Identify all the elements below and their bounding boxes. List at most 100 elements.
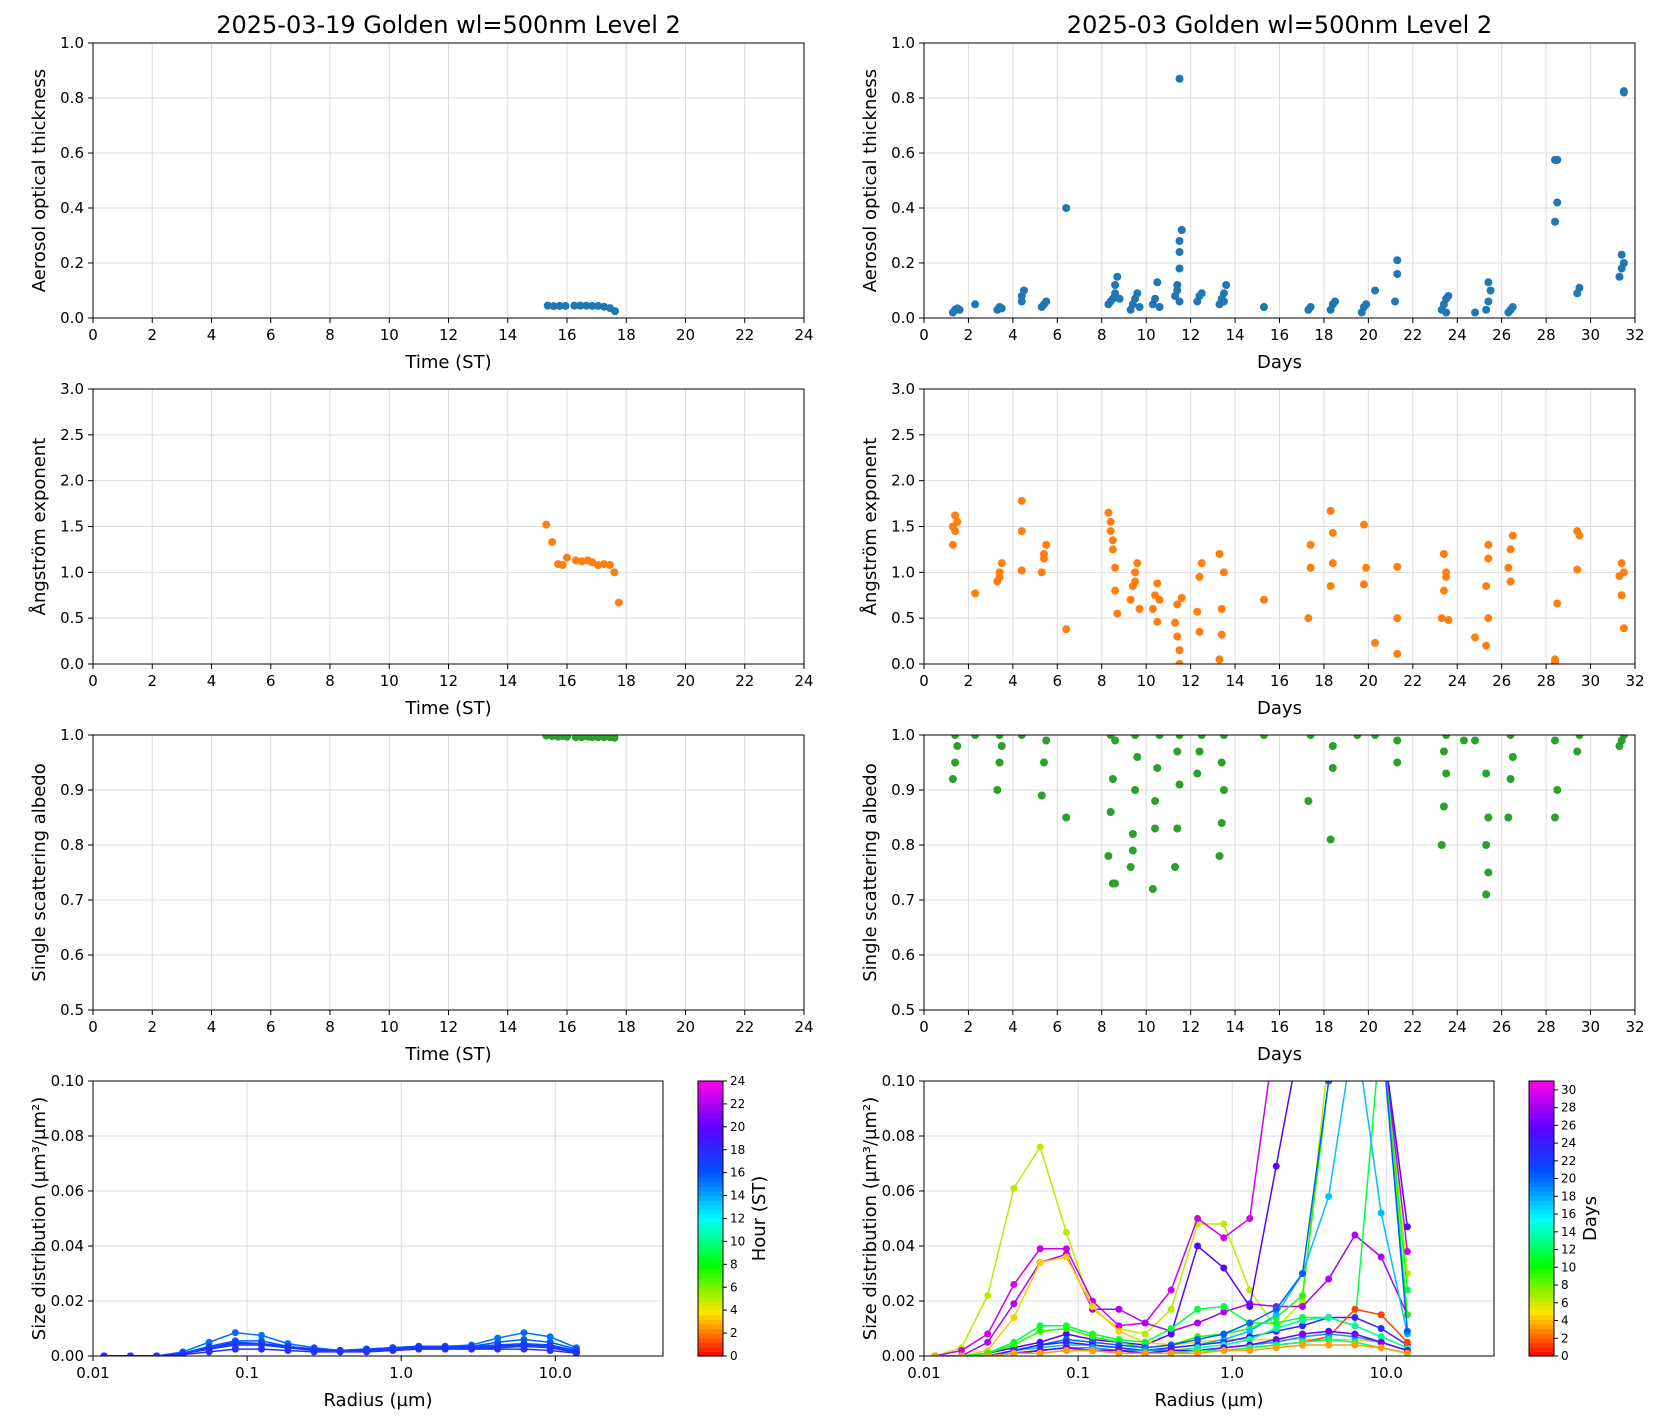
colorbar-step — [698, 1103, 723, 1110]
data-point — [561, 301, 570, 310]
colorbar-step — [698, 1218, 723, 1224]
y-tick-label: 0.00 — [882, 1347, 915, 1365]
colorbar-tick-label: 22 — [730, 1097, 745, 1111]
data-point — [1195, 627, 1204, 636]
colorbar-step — [1529, 1342, 1554, 1348]
x-tick-label: 20 — [676, 672, 695, 690]
data-marks — [948, 735, 1628, 899]
data-point — [1062, 1338, 1070, 1346]
y-axis-label: Size distribution (µm³/µm²) — [860, 1097, 881, 1340]
colorbar-step — [1529, 1250, 1554, 1256]
chart-sd-month: 0.01 0.1 1.0 10.0 0.00 0.02 0.04 0.06 0.08 0.10 Ra… — [860, 1023, 1601, 1411]
data-point — [558, 561, 567, 569]
data-point — [1377, 1253, 1385, 1261]
data-point — [1351, 1023, 1358, 1030]
data-point — [1325, 1314, 1333, 1321]
data-point — [1439, 586, 1448, 595]
data-point — [1551, 813, 1560, 822]
data-point — [1194, 1242, 1202, 1250]
data-point — [1126, 863, 1135, 871]
data-point — [441, 1345, 449, 1353]
x-tick-label: 26 — [1492, 672, 1511, 690]
colorbar-step — [698, 1168, 723, 1174]
data-point — [1437, 614, 1446, 623]
data-point — [594, 561, 603, 569]
data-point — [1471, 308, 1480, 317]
data-point — [1141, 1349, 1149, 1356]
colorbar-step — [1529, 1103, 1554, 1110]
data-point — [389, 1347, 397, 1354]
y-tick-label: 1.0 — [891, 563, 915, 581]
x-tick-label: 2 — [147, 672, 157, 690]
data-point — [1377, 1333, 1385, 1341]
colorbar-step — [698, 1090, 723, 1096]
colorbar-step — [698, 1149, 723, 1155]
data-point — [153, 1352, 161, 1356]
data-point — [1219, 786, 1228, 794]
data-point — [1010, 1341, 1018, 1349]
data-point — [1272, 1325, 1280, 1332]
y-tick-label: 1.5 — [60, 518, 84, 536]
data-point — [1193, 607, 1202, 616]
colorbar-step — [1529, 1333, 1554, 1339]
data-point — [1306, 563, 1315, 572]
colorbar-tick-label: 2 — [730, 1326, 738, 1340]
y-tick-label: 0.7 — [891, 891, 915, 909]
data-point — [1019, 286, 1028, 295]
x-tick-label: 24 — [794, 1018, 813, 1036]
data-point — [1508, 303, 1517, 311]
colorbar-step — [1529, 1163, 1554, 1169]
data-point — [1175, 297, 1184, 306]
x-tick-label: 28 — [1537, 672, 1556, 690]
data-point — [1131, 568, 1140, 577]
colorbar-step — [1529, 1337, 1554, 1343]
x-tick-label: 4 — [1008, 326, 1018, 344]
colorbar-step — [698, 1250, 723, 1256]
data-point — [1484, 868, 1493, 877]
data-marks — [100, 1329, 580, 1356]
chart-ang-day: 0 2 4 6 8 10 12 14 16 18 20 22 240.00.51.01.52.02.53… — [28, 380, 814, 719]
colorbar-step — [1529, 1154, 1554, 1160]
colorbar-tick-label: 20 — [730, 1120, 745, 1134]
colorbar-tick-label: 18 — [730, 1143, 745, 1157]
y-tick-label: 0.6 — [891, 144, 915, 162]
data-point — [1484, 554, 1493, 563]
x-tick-label: 16 — [1270, 672, 1289, 690]
data-point — [1506, 577, 1515, 586]
data-point — [126, 1352, 134, 1356]
data-point — [520, 1345, 528, 1353]
colorbar-step — [698, 1200, 723, 1206]
grid — [923, 42, 1636, 319]
colorbar-tick-label: 24 — [730, 1074, 745, 1088]
y-tick-label: 0.0 — [891, 309, 915, 327]
data-point — [1442, 769, 1451, 778]
data-point — [1246, 1286, 1254, 1294]
data-point — [614, 598, 623, 607]
data-point — [1141, 1330, 1149, 1338]
data-point — [1377, 1311, 1385, 1319]
data-point — [1171, 618, 1180, 627]
colorbar-step — [698, 1232, 723, 1238]
colorbar-step — [1529, 1113, 1554, 1119]
y-tick-label: 0.08 — [882, 1127, 915, 1145]
data-point — [1167, 1330, 1175, 1338]
x-tick-label: 10 — [380, 326, 399, 344]
data-point — [231, 1345, 239, 1353]
data-point — [570, 301, 579, 310]
colorbar-step — [1529, 1236, 1554, 1243]
data-point — [1113, 272, 1122, 281]
colorbar-step — [1529, 1149, 1554, 1155]
y-tick-label: 0.2 — [891, 254, 915, 272]
x-tick-label: 0 — [88, 1018, 98, 1036]
x-tick-label: 24 — [1448, 326, 1467, 344]
x-tick-label: 18 — [1314, 1018, 1333, 1036]
grid — [923, 734, 1636, 1011]
data-point — [1175, 264, 1184, 273]
data-point — [1351, 1023, 1358, 1030]
data-point — [951, 511, 960, 520]
data-point — [1148, 605, 1157, 613]
colorbar-tick-label: 22 — [1561, 1154, 1576, 1168]
data-point — [1220, 1220, 1228, 1228]
colorbar-step — [1529, 1099, 1554, 1105]
colorbar-step — [698, 1264, 723, 1270]
